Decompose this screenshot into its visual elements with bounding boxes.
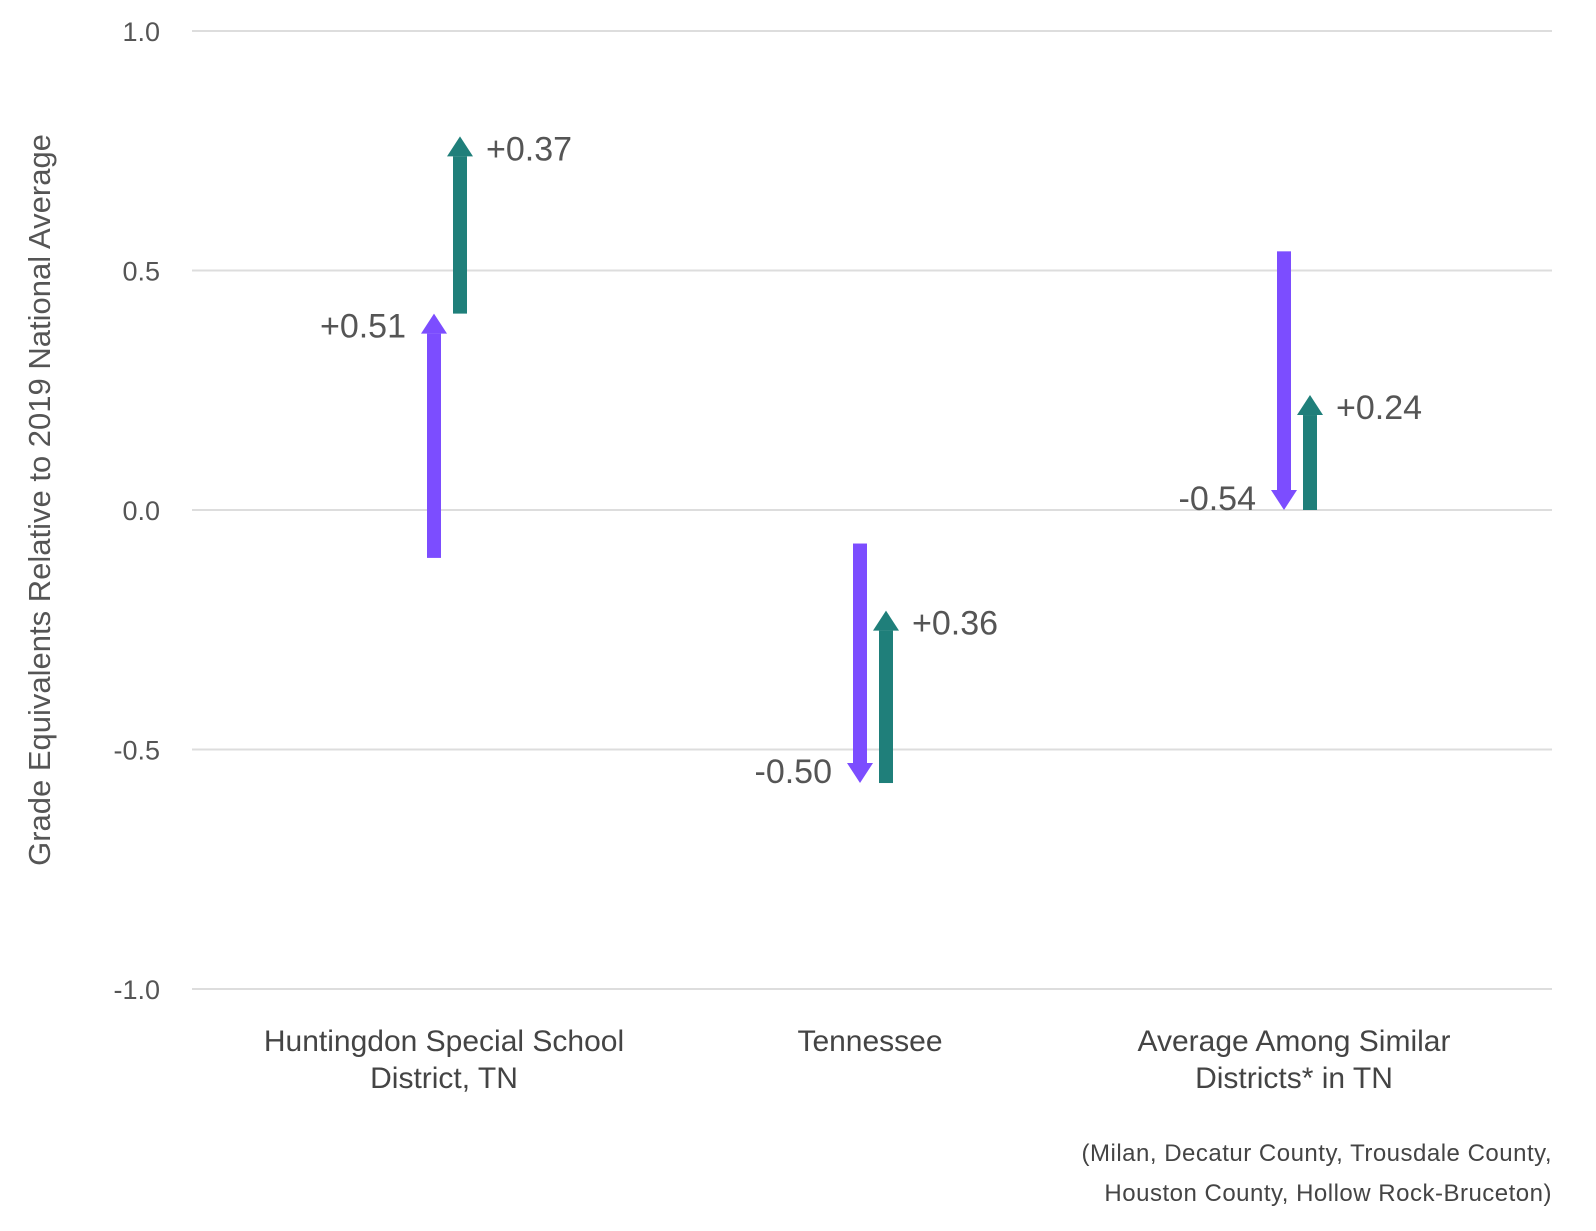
- arrow-shaft: [453, 156, 467, 314]
- x-category-label: Average Among Similar: [1138, 1025, 1451, 1058]
- arrowhead: [1271, 490, 1297, 510]
- y-tick-label: 0.5: [122, 257, 160, 287]
- x-category-label: Huntingdon Special School: [264, 1025, 624, 1058]
- arrow-mark: [421, 313, 447, 558]
- arrow-mark: [847, 543, 873, 784]
- y-tick-label: 0.0: [122, 496, 160, 526]
- arrow-shaft: [427, 333, 441, 558]
- y-axis-label: Grade Equivalents Relative to 2019 Natio…: [22, 134, 57, 866]
- arrow-mark: [1271, 251, 1297, 510]
- data-label: +0.24: [1336, 389, 1422, 427]
- gridlines: [192, 30, 1552, 990]
- arrow-shaft: [853, 543, 867, 764]
- arrows: [421, 136, 1323, 784]
- arrowhead: [873, 610, 899, 631]
- footnote-line: (Milan, Decatur County, Trousdale County…: [1082, 1140, 1552, 1167]
- y-axis-ticks: 1.0 0.5 0.0 -0.5 -1.0: [113, 17, 160, 1005]
- data-labels: +0.51 -0.50 -0.54 +0.37 +0.36 +0.24: [320, 130, 1422, 791]
- y-tick-label: -1.0: [113, 975, 160, 1005]
- arrowhead: [447, 136, 473, 157]
- data-label: +0.36: [912, 605, 998, 643]
- data-label: -0.54: [1179, 480, 1257, 518]
- arrow-shaft: [1277, 251, 1291, 490]
- data-label: -0.50: [755, 753, 833, 791]
- arrowhead: [1297, 395, 1323, 416]
- arrowhead: [847, 763, 873, 784]
- arrow-mark: [1297, 395, 1323, 510]
- category-labels: Huntingdon Special School District, TN Ten…: [264, 1025, 1451, 1095]
- x-category-label: Tennessee: [797, 1025, 942, 1058]
- x-category-label: Districts* in TN: [1195, 1062, 1393, 1095]
- y-tick-label: 1.0: [122, 17, 160, 47]
- y-tick-label: -0.5: [113, 736, 160, 766]
- arrow-shaft: [1303, 415, 1317, 510]
- arrow-mark: [873, 610, 899, 784]
- arrow-shaft: [879, 630, 893, 784]
- footnote-line: Houston County, Hollow Rock-Bruceton): [1104, 1180, 1552, 1207]
- arrow-mark: [447, 136, 473, 314]
- data-label: +0.37: [486, 130, 572, 168]
- x-category-label: District, TN: [370, 1062, 518, 1095]
- data-label: +0.51: [320, 308, 406, 346]
- arrowhead: [421, 313, 447, 334]
- footnote: (Milan, Decatur County, Trousdale County…: [1082, 1140, 1552, 1207]
